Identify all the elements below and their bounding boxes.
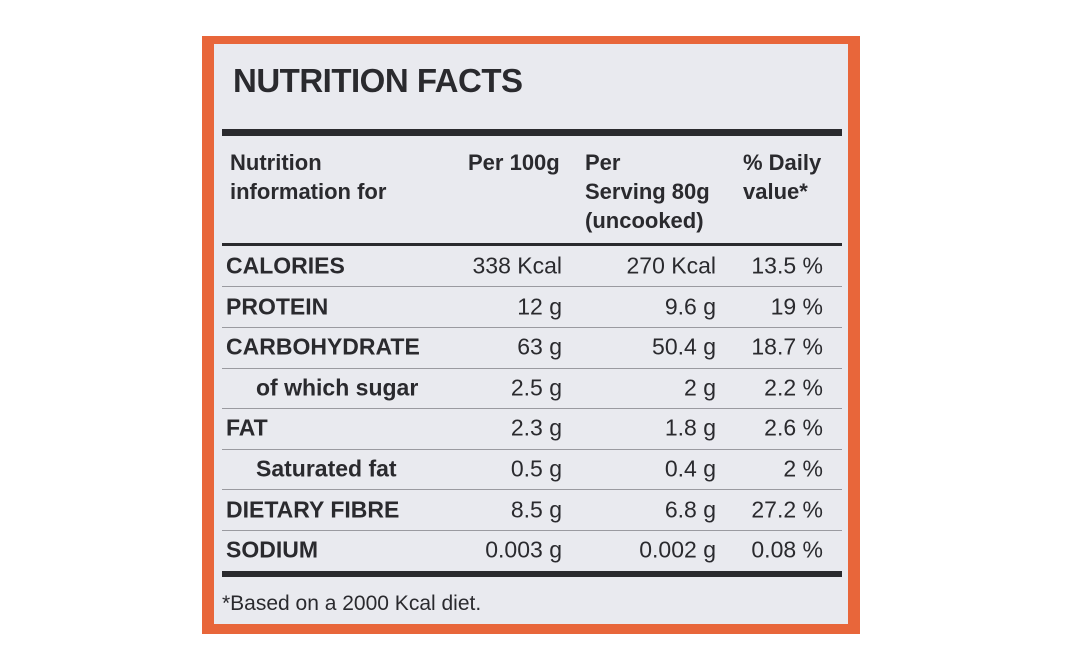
header-line: Serving 80g <box>585 179 710 204</box>
label-panel <box>214 44 848 624</box>
row-label: PROTEIN <box>226 293 329 320</box>
row-label: FAT <box>226 414 268 441</box>
footnote: *Based on a 2000 Kcal diet. <box>222 592 482 615</box>
cell-value: 0.003 g <box>485 536 562 563</box>
row-rule <box>222 408 842 410</box>
cell-value: 1.8 g <box>664 414 716 441</box>
row-rule <box>222 489 842 491</box>
cell-value: 0.4 g <box>664 455 716 482</box>
cell-value: 2 g <box>684 374 716 401</box>
cell-value: 18.7 % <box>751 333 823 360</box>
row-label: DIETARY FIBRE <box>226 496 400 523</box>
cell-value: 6.8 g <box>664 496 716 523</box>
row-rule <box>222 286 842 288</box>
cell-value: 2 % <box>783 455 823 482</box>
cell-value: 338 Kcal <box>472 252 562 279</box>
header-line: value* <box>743 179 808 204</box>
header-line: (uncooked) <box>585 208 704 233</box>
header-line: Nutrition <box>230 150 322 175</box>
row-rule <box>222 448 842 450</box>
row-label: SODIUM <box>226 536 318 563</box>
header-line: Per <box>585 150 621 175</box>
row-label: Saturated fat <box>256 455 397 482</box>
header-cell: Per Serving 80g (uncooked) <box>585 148 710 235</box>
cell-value: 270 Kcal <box>626 252 716 279</box>
cell-value: 2.5 g <box>510 374 562 401</box>
thick-rule <box>222 129 842 136</box>
cell-value: 27.2 % <box>751 496 823 523</box>
cell-value: 0.002 g <box>639 536 716 563</box>
row-rule <box>222 326 842 328</box>
row-rule <box>222 529 842 531</box>
header-line: % Daily <box>743 150 822 175</box>
cell-value: 8.5 g <box>510 496 562 523</box>
cell-value: 0.5 g <box>510 455 562 482</box>
header-line: Per 100g <box>468 150 560 175</box>
cell-value: 2.3 g <box>510 414 562 441</box>
header-cell: Per 100g <box>468 148 560 177</box>
cell-value: 9.6 g <box>664 293 716 320</box>
thick-rule <box>222 571 842 577</box>
cell-value: 13.5 % <box>751 252 823 279</box>
row-label: CALORIES <box>226 252 345 279</box>
title: NUTRITION FACTS <box>233 62 523 99</box>
row-label: of which sugar <box>256 374 419 401</box>
header-line: information for <box>230 179 387 204</box>
header-cell: Nutrition information for <box>230 148 386 206</box>
cell-value: 2.2 % <box>764 374 823 401</box>
cell-value: 12 g <box>517 293 562 320</box>
row-rule <box>222 367 842 369</box>
cell-value: 19 % <box>770 293 823 320</box>
header-cell: % Daily value* <box>743 148 821 206</box>
cell-value: 50.4 g <box>652 333 716 360</box>
header-rule <box>222 243 842 246</box>
cell-value: 0.08 % <box>751 536 823 563</box>
cell-value: 2.6 % <box>764 414 823 441</box>
row-label: CARBOHYDRATE <box>226 333 420 360</box>
cell-value: 63 g <box>517 333 562 360</box>
